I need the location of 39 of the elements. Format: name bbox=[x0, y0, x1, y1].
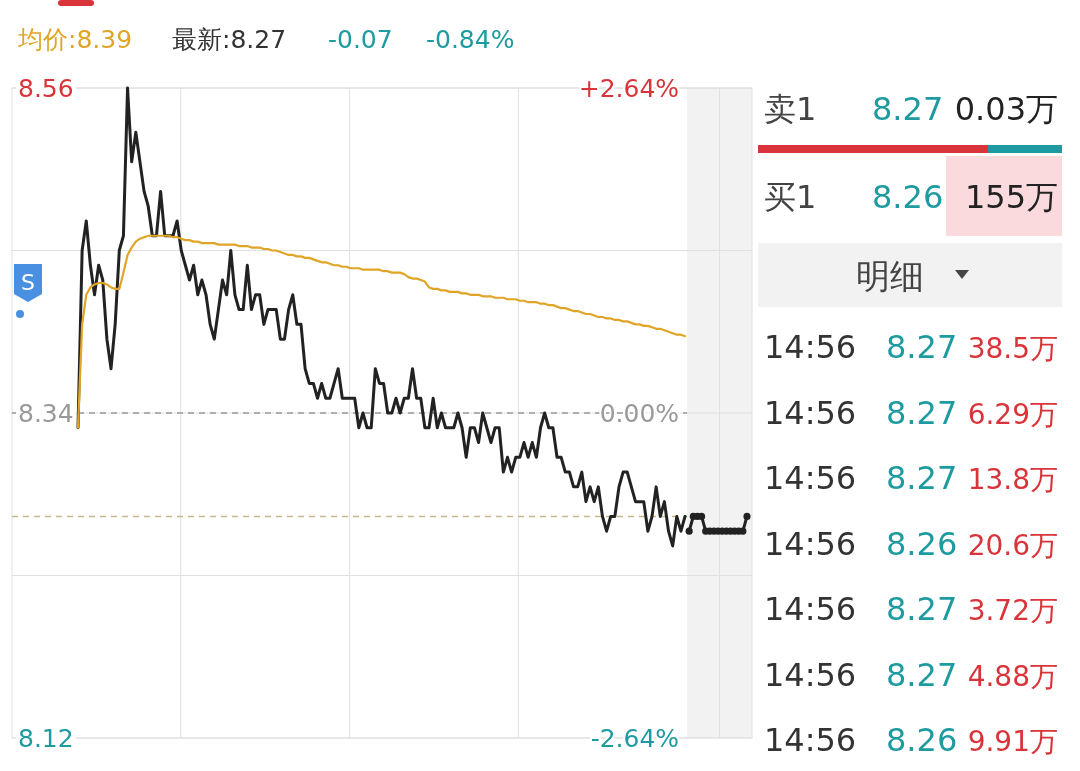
text: 8.27 bbox=[886, 328, 958, 366]
text: 8.27 bbox=[886, 393, 958, 432]
text: 8.27 bbox=[886, 655, 958, 694]
text: 14:56 bbox=[764, 524, 857, 563]
text: 14:56 bbox=[764, 721, 857, 759]
y2-tick-label: 0.00% bbox=[599, 398, 680, 428]
text: 20.6万 bbox=[967, 528, 1058, 562]
text: 14:56 bbox=[764, 328, 857, 366]
text: 14:56 bbox=[764, 655, 857, 694]
text: 13.8万 bbox=[967, 463, 1058, 496]
text: 8.27 bbox=[886, 459, 958, 497]
text: 最新:8.27 bbox=[172, 25, 287, 54]
y-tick-label: 8.34 bbox=[18, 398, 74, 428]
text: 8.26 bbox=[872, 178, 944, 216]
text: 均价:8.39 bbox=[17, 25, 133, 54]
y-tick-label: 8.56 bbox=[18, 73, 74, 103]
text: 0.03万 bbox=[954, 90, 1058, 128]
text: 6.29万 bbox=[967, 397, 1058, 431]
text: -0.07 bbox=[328, 25, 393, 54]
text: 明细 bbox=[856, 256, 924, 296]
y-tick-label: 8.12 bbox=[18, 723, 74, 753]
text: 8.27 bbox=[872, 90, 944, 128]
text: 8.26 bbox=[886, 721, 958, 759]
text: 8.27 bbox=[886, 590, 958, 628]
text: 8.26 bbox=[886, 524, 958, 563]
text: 买1 bbox=[764, 178, 817, 216]
line-series bbox=[76, 234, 687, 429]
y2-tick-label: +2.64% bbox=[578, 73, 680, 103]
text: 卖1 bbox=[764, 90, 817, 128]
text: 3.72万 bbox=[967, 594, 1058, 627]
text: 38.5万 bbox=[967, 332, 1058, 365]
text: 4.88万 bbox=[967, 659, 1058, 693]
text: 14:56 bbox=[764, 590, 857, 628]
text: 9.91万 bbox=[967, 725, 1058, 758]
text: -0.84% bbox=[426, 25, 515, 54]
text: 14:56 bbox=[764, 393, 857, 432]
text: 14:56 bbox=[764, 459, 857, 497]
y2-tick-label: -2.64% bbox=[590, 723, 680, 753]
text: 155万 bbox=[964, 178, 1058, 216]
